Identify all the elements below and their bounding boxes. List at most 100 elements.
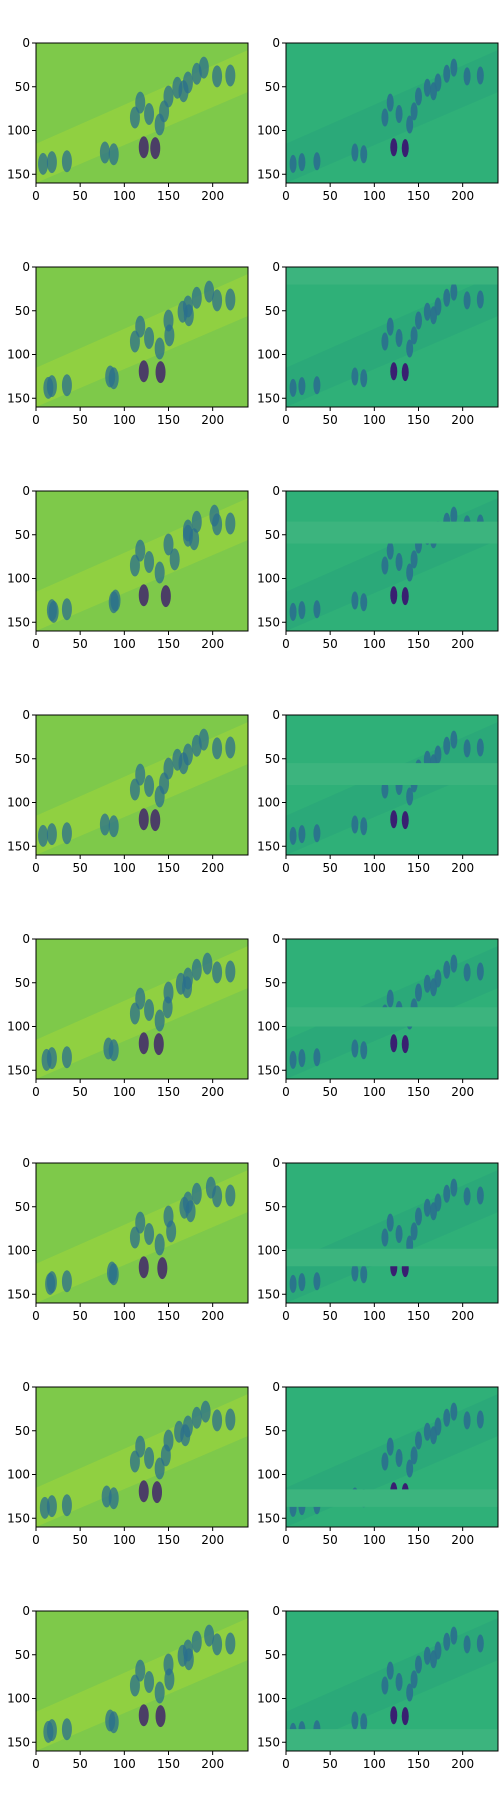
y-tick-label: 150	[7, 391, 30, 405]
heatmap-image	[36, 491, 248, 631]
x-tick-label: 200	[201, 861, 224, 875]
y-tick-label: 150	[7, 1063, 30, 1077]
y-tick-label: 100	[257, 1468, 280, 1482]
x-tick-label: 150	[407, 1757, 430, 1771]
y-tick-label: 100	[257, 348, 280, 362]
x-tick-label: 150	[157, 1757, 180, 1771]
heatmap-image	[36, 1163, 248, 1303]
y-tick-label: 100	[257, 1244, 280, 1258]
panel-r6-c1: 0 50 100 150 200 0 50 100 150	[7, 1156, 249, 1323]
y-tick-label: 100	[257, 572, 280, 586]
x-tick-label: 0	[282, 1757, 290, 1771]
y-tick-label: 0	[22, 1380, 30, 1394]
x-tick-label: 0	[282, 1533, 290, 1547]
y-tick-label: 50	[15, 1200, 30, 1214]
x-tick-label: 50	[73, 861, 88, 875]
y-tick-label: 0	[272, 1380, 280, 1394]
x-tick-label: 100	[363, 1309, 386, 1323]
x-tick-label: 100	[113, 861, 136, 875]
y-tick-label: 100	[257, 124, 280, 138]
heatmap-image	[286, 715, 498, 855]
y-tick-label: 100	[257, 796, 280, 810]
heatmap-image	[286, 1387, 498, 1527]
x-tick-label: 200	[451, 1533, 474, 1547]
axes-frame	[285, 1162, 499, 1304]
x-tick-label: 100	[363, 1085, 386, 1099]
panel-r5-c1: 0 50 100 150 200 0 50 100 150	[7, 932, 249, 1099]
x-tick-label: 100	[113, 1757, 136, 1771]
x-tick-label: 50	[323, 1533, 338, 1547]
x-tick-label: 150	[157, 189, 180, 203]
x-tick-label: 50	[323, 1309, 338, 1323]
heatmap-image	[36, 43, 248, 183]
y-tick-label: 150	[257, 1735, 280, 1749]
x-tick-label: 50	[323, 637, 338, 651]
panel-r8-c1: 0 50 100 150 200 0 50 100 150	[7, 1604, 249, 1771]
x-tick-label: 100	[363, 861, 386, 875]
x-tick-label: 150	[407, 1085, 430, 1099]
panel-r5-c2: 0 50 100 150 200 0 50 100 150	[257, 932, 499, 1099]
panel-r2-c1: 0 50 100 150 200 0 50 100 150	[7, 260, 249, 427]
y-tick-label: 100	[7, 124, 30, 138]
heatmap-image	[286, 267, 498, 407]
heatmap-image	[286, 1163, 498, 1303]
y-tick-label: 50	[15, 304, 30, 318]
x-tick-label: 0	[32, 413, 40, 427]
x-tick-label: 50	[73, 189, 88, 203]
axes-frame	[35, 938, 249, 1080]
x-tick-label: 200	[201, 1533, 224, 1547]
x-tick-label: 150	[157, 1533, 180, 1547]
y-tick-label: 150	[7, 1735, 30, 1749]
y-tick-label: 100	[7, 796, 30, 810]
axes-frame	[35, 266, 249, 408]
x-tick-label: 200	[201, 1309, 224, 1323]
y-tick-label: 50	[15, 976, 30, 990]
heatmap-image	[36, 1387, 248, 1527]
y-tick-label: 50	[15, 752, 30, 766]
y-tick-label: 100	[7, 1468, 30, 1482]
panel-r4-c2: 0 50 100 150 200 0 50 100 150	[257, 708, 499, 875]
y-tick-label: 150	[257, 839, 280, 853]
y-tick-label: 100	[257, 1692, 280, 1706]
x-tick-label: 50	[73, 1757, 88, 1771]
y-tick-label: 150	[7, 167, 30, 181]
x-tick-label: 200	[451, 189, 474, 203]
x-tick-label: 150	[157, 1309, 180, 1323]
x-tick-label: 100	[113, 413, 136, 427]
x-tick-label: 200	[451, 1757, 474, 1771]
y-tick-label: 0	[22, 1604, 30, 1618]
panel-r3-c1: 0 50 100 150 200 0 50 100 150	[7, 484, 249, 651]
x-tick-label: 150	[407, 1309, 430, 1323]
axes-frame	[285, 42, 499, 184]
x-tick-label: 0	[32, 1309, 40, 1323]
y-tick-label: 0	[272, 1156, 280, 1170]
y-tick-label: 0	[272, 36, 280, 50]
y-tick-label: 50	[15, 1424, 30, 1438]
panel-r2-c2: 0 50 100 150 200 0 50 100 150	[257, 260, 499, 427]
x-tick-label: 0	[282, 189, 290, 203]
axes-frame	[285, 1610, 499, 1752]
x-tick-label: 200	[451, 413, 474, 427]
x-tick-label: 100	[113, 1309, 136, 1323]
x-tick-label: 50	[73, 1533, 88, 1547]
x-tick-label: 0	[32, 189, 40, 203]
y-tick-label: 150	[257, 1511, 280, 1525]
x-tick-label: 150	[407, 1533, 430, 1547]
axes-frame	[35, 490, 249, 632]
x-tick-label: 0	[32, 1085, 40, 1099]
x-tick-label: 100	[113, 1533, 136, 1547]
y-tick-label: 100	[7, 1244, 30, 1258]
y-tick-label: 50	[265, 1424, 280, 1438]
x-tick-label: 100	[363, 1533, 386, 1547]
panel-r7-c2: 0 50 100 150 200 0 50 100 150	[257, 1380, 499, 1547]
x-tick-label: 200	[451, 1085, 474, 1099]
x-tick-label: 200	[201, 1757, 224, 1771]
y-tick-label: 0	[22, 36, 30, 50]
x-tick-label: 100	[113, 1085, 136, 1099]
heatmap-image	[36, 1611, 248, 1751]
x-tick-label: 200	[451, 637, 474, 651]
x-tick-label: 150	[407, 413, 430, 427]
y-tick-label: 150	[257, 167, 280, 181]
x-tick-label: 0	[282, 413, 290, 427]
